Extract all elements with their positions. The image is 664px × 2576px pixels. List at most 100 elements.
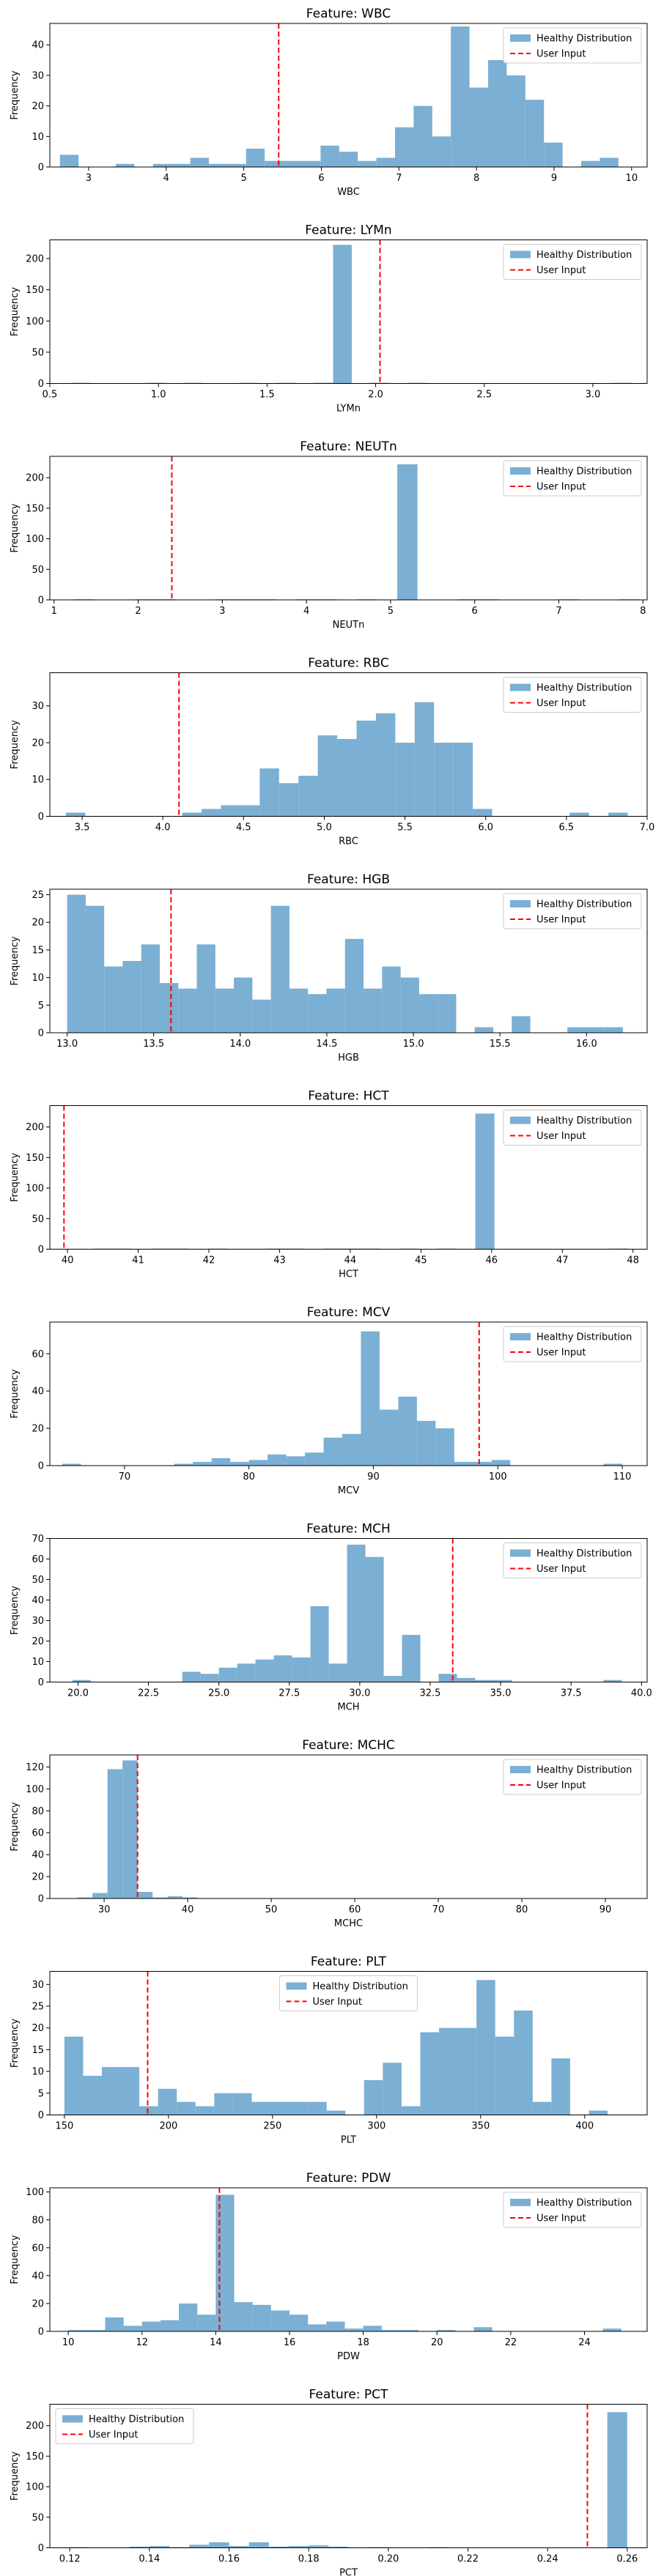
histogram-bar — [551, 2058, 570, 2115]
histogram-bar — [189, 2545, 210, 2548]
histogram-bar — [342, 1433, 361, 1466]
x-tick-label: 10 — [626, 173, 638, 184]
y-axis-label: Frequency — [10, 287, 21, 336]
histogram-bar — [401, 2106, 421, 2115]
y-ticks: 0 10 20 30 40 50 60 70 — [32, 1534, 50, 1688]
x-tick-label: 8 — [473, 173, 479, 184]
y-tick-label: 40 — [32, 40, 44, 51]
legend-label-user: User Input — [536, 1781, 586, 1792]
legend-label-user: User Input — [536, 2213, 586, 2224]
histogram-bars — [67, 894, 623, 1033]
chart-title: Feature: HGB — [307, 872, 390, 887]
histogram-bar — [607, 2412, 627, 2548]
histogram-bar — [270, 2101, 289, 2115]
x-axis-label: WBC — [337, 187, 360, 198]
x-tick-label: 0.12 — [59, 2554, 81, 2565]
x-axis-label: HGB — [338, 1053, 359, 1064]
x-tick-label: 2 — [135, 606, 141, 617]
x-tick-label: 3 — [86, 173, 92, 184]
legend: Healthy Distribution User Input — [503, 677, 642, 713]
x-tick-label: 40 — [182, 1904, 194, 1915]
histogram-bar — [259, 768, 279, 817]
histogram-bar — [86, 2330, 106, 2331]
histogram-bar — [382, 966, 401, 1033]
x-tick-label: 4 — [303, 606, 309, 617]
histogram-bar — [317, 735, 338, 817]
histogram-bar — [115, 163, 135, 167]
y-tick-label: 20 — [32, 1636, 44, 1647]
y-tick-label: 10 — [32, 132, 44, 143]
axes-frame — [49, 240, 648, 384]
y-tick-label: 10 — [32, 1657, 44, 1668]
histogram-bar — [439, 2027, 458, 2115]
y-tick-label: 40 — [32, 2271, 44, 2282]
x-tick-label: 6.5 — [559, 823, 575, 834]
x-tick-label: 4 — [163, 173, 169, 184]
x-tick-label: 47 — [556, 1255, 569, 1266]
histogram-bar — [356, 720, 376, 817]
chart-title: Feature: PCT — [309, 2388, 388, 2402]
histogram-bar — [72, 1679, 91, 1682]
legend-label-healthy: Healthy Distribution — [536, 683, 632, 694]
x-tick-label: 60 — [349, 1904, 361, 1915]
x-tick-label: 22.5 — [138, 1688, 159, 1699]
y-tick-label: 5 — [38, 2088, 44, 2099]
histogram-bar — [214, 2093, 233, 2115]
x-tick-label: 7.0 — [640, 823, 655, 834]
legend-box — [279, 1975, 418, 2011]
legend: Healthy Distribution User Input — [55, 2408, 194, 2444]
y-axis-label: Frequency — [10, 1586, 21, 1635]
x-ticks: 20.0 22.5 25.0 27.5 30.0 32.5 35.0 37.5 40.0 — [67, 1682, 652, 1699]
histogram-bar — [525, 100, 545, 167]
histogram-bar — [107, 1769, 123, 1898]
legend-swatch-bar — [286, 1982, 307, 1990]
chart-title: Feature: RBC — [308, 656, 388, 671]
y-tick-label: 60 — [32, 1828, 44, 1839]
x-tick-label: 6 — [472, 606, 478, 617]
histogram-bar — [196, 944, 215, 1033]
x-tick-label: 70 — [119, 1471, 131, 1482]
y-ticks: 0 20 40 60 — [32, 1349, 50, 1472]
legend-label-healthy: Healthy Distribution — [536, 1116, 632, 1126]
y-axis-label: Frequency — [10, 2451, 21, 2501]
histogram-bar — [209, 2542, 229, 2548]
x-ticks: 70 80 90 100 110 — [119, 1466, 631, 1482]
histogram-bar — [92, 1893, 108, 1898]
legend: Healthy Distribution User Input — [503, 1110, 642, 1146]
histogram-bar — [326, 988, 345, 1033]
y-tick-label: 150 — [26, 2451, 44, 2462]
histogram-bar — [400, 977, 419, 1033]
legend-label-healthy: Healthy Distribution — [536, 467, 632, 478]
histogram-bar — [149, 2545, 169, 2548]
histogram-bar — [589, 2110, 608, 2115]
histogram-bar — [101, 2067, 121, 2115]
x-ticks: 150 200 250 300 350 400 — [55, 2115, 594, 2132]
y-tick-label: 20 — [32, 1872, 44, 1883]
y-tick-label: 30 — [32, 701, 44, 712]
subplot-rbc: Feature: RBC 3.5 4.0 4.5 5.0 5.5 6.0 6.5 7.0 0 10 2… — [10, 656, 654, 847]
y-tick-label: 50 — [32, 2512, 44, 2523]
histogram-bar — [586, 1027, 605, 1033]
x-tick-label: 90 — [367, 1471, 380, 1482]
y-ticks: 0 50 100 150 200 — [26, 2421, 50, 2554]
x-tick-label: 30 — [98, 1904, 111, 1915]
histogram-bar — [339, 152, 358, 167]
x-tick-label: 12 — [136, 2337, 148, 2348]
histogram-bar — [420, 2032, 440, 2115]
legend-swatch-bar — [510, 1333, 531, 1340]
legend-label-healthy: Healthy Distribution — [536, 1548, 632, 1559]
histogram-bar — [474, 1027, 493, 1033]
y-tick-label: 20 — [32, 738, 44, 749]
axes-frame — [49, 1105, 648, 1250]
legend-box — [503, 1110, 642, 1146]
x-tick-label: 1.5 — [259, 390, 275, 401]
histogram-bar — [495, 2036, 514, 2115]
x-tick-label: 90 — [600, 1904, 612, 1915]
histogram-bar — [602, 2328, 621, 2331]
histogram-bar — [59, 155, 79, 167]
histogram-bar — [451, 26, 470, 167]
x-tick-label: 80 — [516, 1904, 528, 1915]
legend: Healthy Distribution User Input — [503, 460, 642, 497]
legend: Healthy Distribution User Input — [279, 1975, 418, 2011]
